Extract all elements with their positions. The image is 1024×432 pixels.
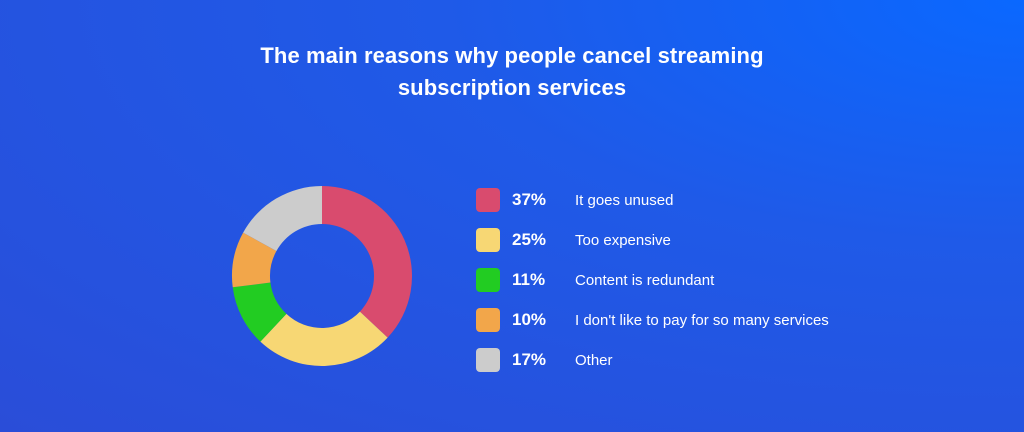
legend-swatch <box>476 308 500 332</box>
donut-slice-i-don-t-like-to-pay-for-so-many-services <box>232 232 277 288</box>
legend-item-it-goes-unused: 37% It goes unused <box>476 180 996 220</box>
donut-slice-content-is-redundant <box>232 282 287 342</box>
legend-label: Other <box>575 351 613 369</box>
legend-percent: 17% <box>512 350 547 369</box>
legend-swatch <box>476 188 500 212</box>
legend-swatch <box>476 268 500 292</box>
legend-percent: 37% <box>512 190 547 209</box>
legend-item-too-many-services: 10% I don't like to pay for so many serv… <box>476 300 996 340</box>
chart-title-line-1: The main reasons why people cancel strea… <box>260 43 764 68</box>
legend-label: I don't like to pay for so many services <box>575 311 829 329</box>
chart-title-line-2: subscription services <box>397 75 627 100</box>
legend-label: Too expensive <box>575 231 671 249</box>
legend: 37% It goes unused 25% Too expensive 11%… <box>476 180 996 380</box>
legend-item-too-expensive: 25% Too expensive <box>476 220 996 260</box>
donut-slice-too-expensive <box>260 311 388 366</box>
legend-item-content-is-redundant: 11% Content is redundant <box>476 260 996 300</box>
donut-slice-other <box>243 186 322 251</box>
legend-label: Content is redundant <box>575 271 715 289</box>
legend-percent: 25% <box>512 230 547 249</box>
donut-chart <box>232 186 412 366</box>
donut-slice-it-goes-unused <box>322 186 412 338</box>
legend-swatch <box>476 228 500 252</box>
legend-percent: 10% <box>512 310 547 329</box>
chart-title: The main reasons why people cancel strea… <box>0 40 1024 104</box>
legend-percent: 11% <box>512 270 546 289</box>
legend-label: It goes unused <box>575 191 674 209</box>
legend-swatch <box>476 348 500 372</box>
legend-item-other: 17% Other <box>476 340 996 380</box>
